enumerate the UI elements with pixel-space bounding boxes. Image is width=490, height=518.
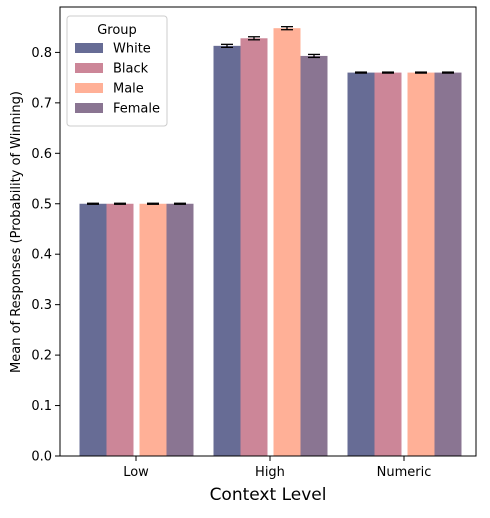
y-tick-label: 0.2 [31, 349, 52, 364]
y-tick-label: 0.3 [31, 298, 52, 313]
plot-frame [59, 6, 477, 457]
bar-white-numeric [347, 72, 375, 457]
legend-item-female: Female [75, 102, 160, 117]
bar-female-high [300, 55, 328, 457]
x-tick-label-high: High [255, 465, 285, 480]
y-tick-label: 0.7 [31, 96, 52, 111]
bar-black-high [240, 38, 268, 456]
bar-white-high [213, 45, 241, 456]
error-bar [174, 202, 186, 205]
error-bar [87, 202, 99, 205]
legend-swatch [75, 83, 103, 93]
y-axis-label: Mean of Responses (Probability of Winnin… [9, 91, 24, 373]
error-bar [114, 202, 126, 205]
legend-item-black: Black [75, 62, 149, 77]
error-bar [248, 36, 260, 41]
x-axis: Low High Numeric [123, 456, 431, 480]
legend-swatch [75, 43, 103, 53]
error-bar [147, 202, 159, 205]
y-tick-label: 0.6 [31, 147, 52, 162]
legend-item-male: Male [75, 82, 144, 97]
legend-item-white: White [75, 42, 151, 57]
error-bar [382, 71, 394, 74]
error-bar [355, 71, 367, 74]
x-axis-label: Context Level [210, 485, 327, 505]
y-tick-label: 0.8 [31, 46, 52, 61]
legend-label: White [113, 42, 151, 57]
y-axis: 0.0 0.1 0.2 0.3 0.4 0.5 0.6 0.7 0.8 [31, 46, 60, 465]
bar-male-high [273, 28, 301, 457]
error-bar [415, 71, 427, 74]
x-tick-label-numeric: Numeric [377, 465, 432, 480]
legend-items: White Black Male Female [75, 42, 160, 117]
error-bars-layer [87, 26, 454, 205]
error-bar [221, 43, 233, 49]
bar-female-low [166, 203, 194, 456]
y-tick-label: 0.0 [31, 450, 52, 465]
legend: Group White Black Male Female [66, 15, 168, 127]
legend-label: Male [113, 82, 144, 97]
bar-white-low [79, 203, 107, 456]
error-bar [281, 26, 293, 31]
legend-swatch [75, 63, 103, 73]
bar-black-numeric [374, 72, 402, 457]
error-bar [308, 53, 320, 59]
error-bar [442, 71, 454, 74]
bar-male-numeric [407, 72, 435, 457]
legend-label: Black [113, 62, 149, 77]
y-tick-label: 0.1 [31, 399, 52, 414]
legend-label: Female [113, 102, 160, 117]
bars-layer [79, 28, 462, 457]
bar-female-numeric [434, 72, 462, 457]
y-tick-label: 0.5 [31, 197, 52, 212]
bar-male-low [139, 203, 167, 456]
legend-swatch [75, 103, 103, 113]
legend-title: Group [97, 23, 137, 38]
y-tick-label: 0.4 [31, 248, 52, 263]
bar-black-low [106, 203, 134, 456]
x-tick-label-low: Low [123, 465, 149, 480]
